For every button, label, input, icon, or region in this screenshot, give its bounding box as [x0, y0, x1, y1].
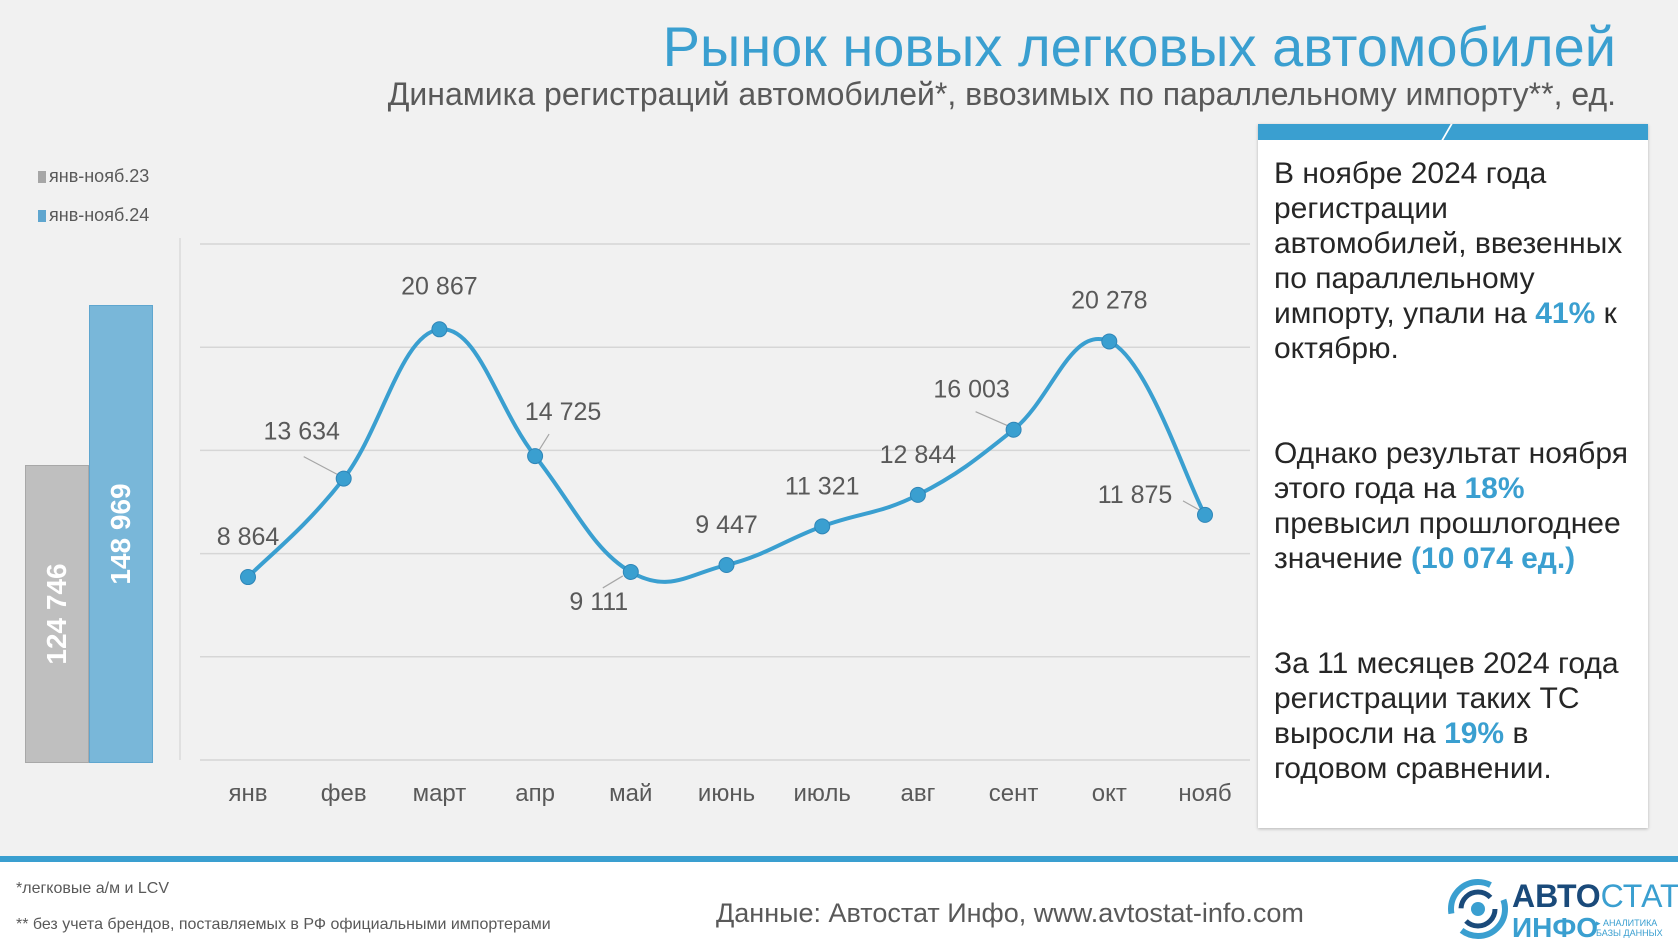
- info-p3-highlight: 19%: [1444, 717, 1505, 750]
- data-label-leader: [602, 575, 624, 589]
- page-title: Рынок новых легковых автомобилей: [662, 15, 1616, 78]
- data-label: 20 278: [1071, 286, 1147, 314]
- data-point: [431, 321, 448, 338]
- logo-swirl-icon: [1448, 879, 1508, 939]
- x-tick-label: фев: [321, 780, 367, 807]
- logo-avto: АВТО: [1512, 878, 1601, 914]
- x-tick-label: нояб: [1178, 780, 1231, 807]
- line-chart: 8 864 13 634 20 867 14 725 9 111 9 447 11 321 1…: [179, 238, 1250, 807]
- info-p1-end: к октябрю.: [1274, 297, 1617, 365]
- data-label-leader: [303, 456, 338, 476]
- page-subtitle: Динамика регистраций автомобилей*, ввози…: [387, 76, 1616, 112]
- data-point: [718, 557, 735, 574]
- data-point: [1197, 506, 1213, 523]
- data-label-leader: [975, 411, 1008, 427]
- x-tick-label: янв: [229, 780, 268, 807]
- info-p2-text: Однако результат ноября этого года на: [1274, 437, 1628, 505]
- logo-tagline: ▸ АНАЛИТИКА БАЗЫ ДАННЫХ: [1596, 918, 1663, 938]
- info-paragraph-1: В ноябре 2024 года регистрации автомобил…: [1274, 156, 1634, 366]
- data-point: [1005, 421, 1022, 438]
- data-point: [622, 563, 639, 580]
- info-p1-text: В ноябре 2024 года регистрации автомобил…: [1274, 157, 1623, 330]
- footer-divider: [0, 856, 1678, 862]
- data-label: 9 111: [569, 588, 628, 616]
- x-tick-label: авг: [900, 780, 935, 807]
- data-label: 20 867: [401, 272, 477, 300]
- legend-label-2024: янв-нояб.24: [49, 205, 150, 225]
- x-tick-label: апр: [515, 780, 555, 807]
- info-paragraph-2: Однако результат ноября этого года на 18…: [1274, 436, 1634, 576]
- data-label-leader: [1182, 500, 1202, 512]
- summary-bar-2024: 148 969: [89, 305, 153, 763]
- data-point: [814, 518, 831, 535]
- data-label: 11 321: [785, 472, 860, 500]
- data-point: [909, 486, 926, 503]
- legend-swatch-gray: [38, 170, 46, 183]
- legend-swatch-blue: [38, 209, 46, 222]
- data-point: [1101, 333, 1118, 350]
- logo-stat: СТАТ: [1600, 878, 1678, 914]
- x-tick-label: июнь: [698, 780, 755, 807]
- data-label: 16 003: [933, 376, 1009, 404]
- info-panel: В ноябре 2024 года регистрации автомобил…: [1258, 124, 1648, 828]
- info-paragraph-3: За 11 месяцев 2024 года регистрации таки…: [1274, 646, 1634, 786]
- summary-bar-2023: 124 746: [25, 465, 89, 763]
- x-tick-label: март: [413, 780, 467, 807]
- info-p3-end: в годовом сравнении.: [1274, 717, 1552, 785]
- legend-label-2023: янв-нояб.23: [49, 166, 150, 186]
- data-point: [240, 569, 256, 586]
- data-point: [527, 448, 544, 465]
- data-label: 14 725: [525, 398, 601, 426]
- info-panel-notch: [1441, 124, 1453, 140]
- info-p2-highlight: 18%: [1464, 472, 1525, 505]
- data-label: 9 447: [695, 511, 758, 539]
- legend-item-2024: янв-нояб.24: [38, 205, 149, 226]
- footnote-2: ** без учета брендов, поставляемых в РФ …: [16, 916, 551, 933]
- data-label: 8 864: [217, 523, 280, 551]
- footnote-1: *легковые а/м и LCV: [16, 880, 170, 897]
- logo-wordmark-bottom: ИНФО: [1512, 912, 1599, 943]
- avtostat-logo: АВТОСТАТ ИНФО ▸ АНАЛИТИКА БАЗЫ ДАННЫХ: [1448, 876, 1678, 943]
- data-point: [335, 470, 352, 487]
- logo-wordmark-top: АВТОСТАТ: [1512, 878, 1678, 915]
- footer: *легковые а/м и LCV ** без учета брендов…: [0, 862, 1678, 952]
- data-label: 12 844: [880, 441, 957, 469]
- series-line: [246, 327, 1207, 584]
- info-p1-highlight: 41%: [1535, 297, 1596, 330]
- data-label-leader: [538, 433, 550, 451]
- info-p2-highlight-2: (10 074 ед.): [1411, 542, 1576, 575]
- info-p3-text: За 11 месяцев 2024 года регистрации таки…: [1274, 647, 1619, 750]
- legend-item-2023: янв-нояб.23: [38, 166, 149, 187]
- x-tick-label: окт: [1092, 780, 1127, 807]
- x-tick-label: сент: [989, 780, 1039, 807]
- data-source: Данные: Автостат Инфо, www.avtostat-info…: [716, 898, 1304, 928]
- data-label: 11 875: [1098, 481, 1173, 509]
- x-tick-label: июль: [794, 780, 851, 807]
- data-label: 13 634: [263, 418, 340, 446]
- info-p2-mid: превысил прошлогоднее значение: [1274, 507, 1621, 575]
- x-tick-label: май: [609, 780, 652, 807]
